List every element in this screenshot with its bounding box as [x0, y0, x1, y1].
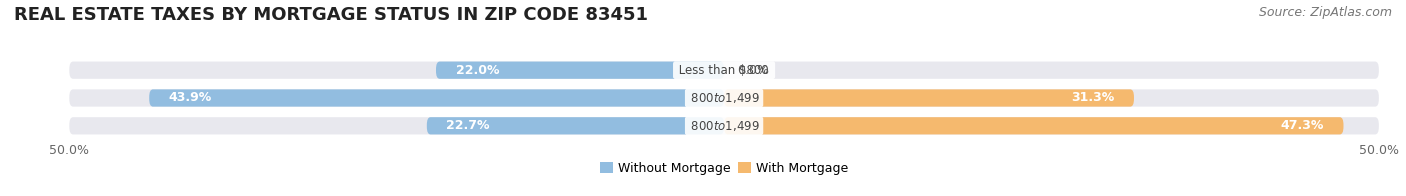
Text: 22.0%: 22.0% — [456, 64, 499, 77]
Text: Source: ZipAtlas.com: Source: ZipAtlas.com — [1258, 6, 1392, 19]
FancyBboxPatch shape — [69, 117, 1379, 134]
Legend: Without Mortgage, With Mortgage: Without Mortgage, With Mortgage — [595, 157, 853, 180]
Text: 47.3%: 47.3% — [1281, 119, 1324, 132]
FancyBboxPatch shape — [427, 117, 724, 134]
Text: 43.9%: 43.9% — [169, 92, 212, 104]
Text: 0.0%: 0.0% — [737, 64, 769, 77]
Text: $800 to $1,499: $800 to $1,499 — [688, 91, 761, 105]
FancyBboxPatch shape — [69, 89, 1379, 107]
Text: 31.3%: 31.3% — [1071, 92, 1115, 104]
FancyBboxPatch shape — [149, 89, 724, 107]
Text: $800 to $1,499: $800 to $1,499 — [688, 119, 761, 133]
Text: 22.7%: 22.7% — [447, 119, 489, 132]
FancyBboxPatch shape — [724, 89, 1135, 107]
FancyBboxPatch shape — [69, 62, 1379, 79]
Text: REAL ESTATE TAXES BY MORTGAGE STATUS IN ZIP CODE 83451: REAL ESTATE TAXES BY MORTGAGE STATUS IN … — [14, 6, 648, 24]
Text: Less than $800: Less than $800 — [675, 64, 773, 77]
FancyBboxPatch shape — [436, 62, 724, 79]
FancyBboxPatch shape — [724, 117, 1344, 134]
